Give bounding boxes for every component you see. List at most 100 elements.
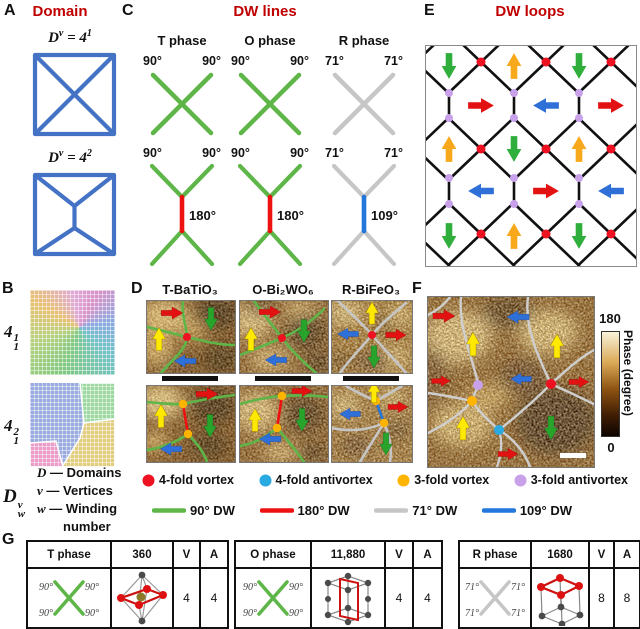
table-header-phase: O phase [236, 542, 312, 569]
legend-3fold-vortex: 3-fold vortex [397, 473, 489, 487]
legend-4fold-vortex: 4-fold vortex [142, 473, 234, 487]
blue-line-icon [481, 508, 516, 513]
legend-180-dw: 180° DW [259, 503, 350, 518]
4-fold-vortex-dot [541, 229, 551, 239]
legend-domains: D — Domains [37, 465, 122, 480]
4-fold-vortex-dot [278, 334, 286, 342]
3-fold-antivortex-dot [445, 174, 453, 182]
colorbar-max: 180 [599, 311, 621, 326]
arrow-down-green [571, 223, 587, 249]
angles-o-mid: 90° 90° [231, 146, 309, 160]
table-header-a: A [615, 542, 639, 569]
panel-c-label: C [122, 2, 134, 19]
dw-cross-small: 90° 90° 90° 90° [39, 580, 99, 619]
colorbar-min: 0 [607, 440, 615, 455]
scale-bar [560, 453, 586, 458]
micrograph-t-bottom [146, 385, 236, 463]
mid-angle-r: 109° [371, 208, 398, 223]
dw-hourglass-r: 109° [331, 163, 398, 267]
angles-t-mid: 90° 90° [143, 146, 221, 160]
svg-text:90°: 90° [85, 582, 99, 593]
panel-e-title: DW loops [495, 3, 565, 20]
prism-crystal [324, 572, 372, 626]
table-header-phase: T phase [28, 542, 112, 569]
3-fold-antivortex-dot [445, 200, 453, 208]
4-fold-vortex-dot [368, 331, 376, 339]
table-header-count: 360 [112, 542, 174, 569]
svg-text:90°: 90° [85, 608, 99, 619]
vector-texture [30, 290, 115, 375]
3-fold-antivortex-dot [575, 200, 583, 208]
4-fold-vortex-dot [606, 229, 616, 239]
micrograph-o-top [239, 300, 329, 374]
arrow-right-red [468, 98, 494, 113]
arrow-up-orange [506, 223, 522, 249]
green-line-icon [152, 508, 186, 513]
table-value-a: 4 [210, 591, 218, 605]
phase-header-r: R phase [338, 33, 390, 48]
micrograph-r-bottom [331, 385, 413, 463]
3-fold-antivortex-dot [473, 380, 483, 390]
3-fold-vortex-dot [277, 391, 287, 401]
table-header-a: A [201, 542, 227, 569]
dw-loops-lattice [425, 45, 637, 267]
material-header-r: R-BiFeO₃ [341, 282, 400, 297]
4-fold-vortex-dot [541, 144, 551, 154]
table-header-v: V [174, 542, 201, 569]
table-header-phase: R phase [460, 542, 532, 569]
cube-crystal [537, 574, 584, 626]
panel-d-label: D [131, 280, 143, 297]
red-line-icon [259, 508, 294, 513]
table-header-v: V [386, 542, 414, 569]
4-fold-vortex-dot [183, 333, 191, 341]
panel-a-title: Domain [32, 3, 88, 20]
legend-vertices: v — Vertices [37, 483, 113, 498]
angles-o-top: 90° 90° [231, 54, 309, 68]
3-fold-antivortex-dot [510, 174, 518, 182]
dw-cross-cell: 71° 71° 71° 71° [460, 569, 532, 627]
4-fold-antivortex-dot [494, 425, 504, 435]
legend-winding: w — Winding [37, 501, 118, 516]
material-header-o: O-Bi₂WO₆ [252, 282, 314, 297]
4-fold-vortex-dot [546, 379, 556, 389]
table-value-v: 4 [174, 569, 201, 627]
table-header-count: 1680 [532, 542, 590, 569]
svg-text:90°: 90° [243, 582, 257, 593]
arrow-up-orange [441, 136, 457, 162]
legend-109-dw: 109° DW [481, 503, 572, 518]
svg-text:90°: 90° [289, 608, 303, 619]
angles-r-mid: 71° 71° [325, 146, 403, 160]
dw-cross-cell: 90° 90° 90° 90° [236, 569, 312, 627]
panel-f-label: F [412, 280, 422, 297]
arrow-left-blue [598, 183, 624, 199]
svg-text:71°: 71° [465, 608, 479, 619]
arrow-right-red [533, 183, 559, 199]
table-value-a: 4 [424, 591, 431, 605]
crystal-cell [532, 569, 590, 627]
legend-4fold-antivortex: 4-fold antivortex [259, 473, 373, 487]
arrow-down-green [441, 223, 457, 249]
arrow-up-orange [571, 136, 587, 162]
panel-e-label: E [424, 2, 435, 19]
dw-cross-t [150, 72, 214, 136]
3-fold-antivortex-dot [510, 114, 518, 122]
legend-winding-2: number [63, 519, 111, 534]
red-dot-icon [142, 474, 155, 486]
panel-a-label: A [4, 2, 16, 19]
table-header-v: V [590, 542, 615, 569]
table-t-phase: T phase 360 V A 90° 90° 90° 90° [26, 540, 229, 629]
panel-c-title: DW lines [233, 3, 297, 20]
scale-bar [162, 376, 218, 381]
purple-dot-icon [514, 474, 527, 486]
3-fold-antivortex-dot [445, 114, 453, 122]
legend-71-dw: 71° DW [374, 503, 457, 518]
vortex-legend: 4-fold vortex 4-fold antivortex 3-fold v… [142, 473, 628, 487]
material-header-t: T-BaTiO₃ [162, 282, 218, 297]
3-fold-vortex-dot [183, 429, 193, 439]
scale-bar [343, 376, 399, 381]
octahedron-crystal [117, 571, 167, 625]
scale-bar [255, 376, 311, 381]
